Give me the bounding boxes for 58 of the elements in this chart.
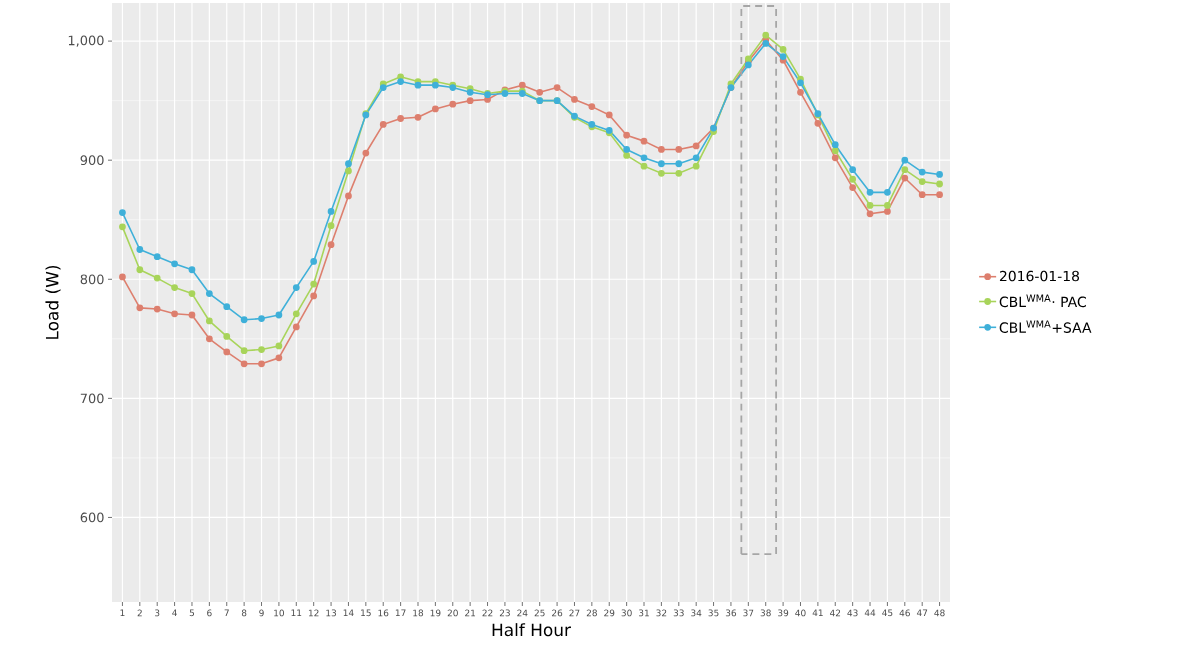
- x-tick-label: 32: [656, 609, 667, 617]
- x-tick-label: 26: [552, 609, 563, 617]
- x-tick-label: 21: [465, 609, 476, 617]
- x-tick-label: 8: [241, 609, 247, 617]
- x-tick-label: 2: [137, 609, 142, 617]
- x-tick-label: 40: [795, 609, 806, 617]
- x-tick-label: 37: [743, 609, 754, 617]
- x-tick-label: 16: [378, 609, 389, 617]
- x-tick-label: 42: [829, 609, 841, 617]
- x-tick-label: 38: [760, 609, 771, 617]
- x-tick-label: 7: [224, 609, 229, 617]
- x-tick-label: 3: [155, 609, 160, 617]
- x-tick-label: 46: [899, 609, 910, 617]
- x-axis-title: Half Hour: [492, 623, 571, 637]
- y-tick-label: 900: [80, 155, 104, 166]
- x-tick-label: 47: [916, 609, 928, 617]
- x-tick-label: 10: [274, 609, 285, 617]
- x-tick-label: 41: [812, 609, 823, 617]
- x-tick-label: 30: [621, 609, 632, 617]
- y-tick-label: 700: [80, 393, 104, 404]
- x-tick-label: 6: [207, 609, 212, 617]
- legend-label: CBL$^{WMA}$· PAC: [999, 294, 1086, 308]
- x-tick-label: 33: [673, 609, 684, 617]
- x-tick-label: 36: [725, 609, 737, 617]
- x-tick-label: 29: [604, 609, 615, 617]
- y-tick-label: 800: [80, 274, 104, 285]
- x-tick-label: 5: [189, 609, 195, 617]
- y-tick-label: 1,000: [68, 35, 104, 47]
- x-tick-label: 43: [847, 609, 858, 617]
- x-tick-label: 1: [120, 609, 125, 617]
- x-tick-label: 12: [308, 609, 319, 617]
- x-tick-label: 35: [708, 609, 719, 617]
- x-tick-label: 34: [691, 609, 702, 617]
- y-axis-title: Load (W): [45, 265, 61, 339]
- x-tick-label: 20: [447, 609, 458, 617]
- x-tick-label: 27: [569, 609, 580, 617]
- x-tick-label: 39: [778, 609, 789, 617]
- x-tick-label: 22: [482, 609, 493, 617]
- x-tick-label: 18: [413, 609, 424, 617]
- legend-label: 2016-01-18: [999, 270, 1080, 282]
- x-tick-label: 48: [934, 609, 945, 617]
- legend-label: CBL$^{WMA}$+SAA: [999, 320, 1092, 333]
- x-tick-label: 23: [499, 609, 510, 617]
- x-tick-label: 11: [291, 609, 302, 617]
- x-tick-label: 17: [395, 609, 406, 617]
- x-tick-label: 15: [361, 609, 371, 617]
- x-tick-label: 24: [517, 609, 528, 617]
- x-tick-label: 45: [882, 609, 893, 617]
- x-tick-label: 44: [864, 609, 876, 617]
- x-tick-label: 19: [430, 609, 441, 617]
- x-tick-label: 31: [639, 609, 649, 617]
- x-tick-label: 13: [326, 609, 337, 617]
- x-tick-label: 4: [172, 609, 177, 617]
- x-tick-label: 28: [586, 609, 597, 617]
- y-tick-label: 600: [80, 512, 104, 523]
- x-tick-label: 25: [534, 609, 545, 617]
- x-tick-label: 9: [259, 609, 264, 617]
- x-tick-label: 14: [343, 609, 354, 617]
